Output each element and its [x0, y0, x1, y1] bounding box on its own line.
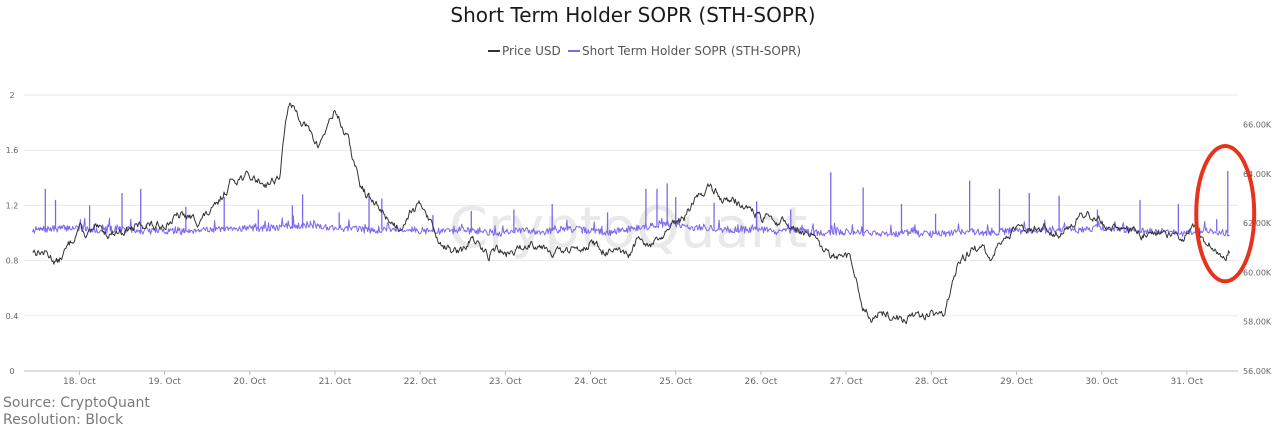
y-left-tick-label: 2 [9, 91, 14, 100]
x-tick-label: 23. Oct [489, 377, 522, 387]
footer-resolution: Resolution: Block [3, 412, 124, 428]
x-tick-label: 24. Oct [574, 377, 607, 387]
x-tick-label: 27. Oct [830, 377, 863, 387]
footer-source: Source: CryptoQuant [3, 395, 150, 411]
y-right-tick-label: 64.00K [1243, 170, 1272, 179]
legend: Price USD Short Term Holder SOPR (STH-SOP… [488, 44, 801, 58]
series-group [32, 102, 1230, 325]
x-tick-label: 29. Oct [1000, 377, 1033, 387]
legend-label: Short Term Holder SOPR (STH-SOPR) [582, 44, 801, 58]
y-left-tick-label: 0 [9, 367, 14, 376]
y-left-tick-label: 0.8 [6, 257, 19, 266]
grid-lines [24, 94, 1238, 372]
annotation-group [1194, 144, 1257, 284]
y-right-tick-label: 60.00K [1243, 268, 1272, 277]
y-right-tick-label: 58.00K [1243, 318, 1272, 327]
x-tick-label: 30. Oct [1085, 377, 1118, 387]
y-right-tick-label: 66.00K [1243, 121, 1272, 130]
x-axis: 18. Oct 19. Oct 20. Oct 21. Oct 22. Oct 23. O… [63, 371, 1204, 387]
y-left-tick-label: 1.2 [6, 201, 19, 210]
x-tick-label: 20. Oct [233, 377, 266, 387]
y-left-tick-label: 1.6 [6, 146, 19, 155]
series-line-price-usd [32, 102, 1230, 325]
y-axis-right: 56.00K 58.00K 60.00K 62.00K 64.00K 66.00K [1243, 121, 1272, 376]
chart-title: Short Term Holder SOPR (STH-SOPR) [450, 3, 815, 27]
legend-label: Price USD [502, 44, 561, 58]
highlight-ellipse [1194, 144, 1257, 284]
x-tick-label: 26. Oct [745, 377, 778, 387]
y-left-tick-label: 0.4 [6, 312, 19, 321]
x-tick-label: 18. Oct [63, 377, 96, 387]
x-tick-label: 31. Oct [1171, 377, 1204, 387]
x-tick-label: 25. Oct [659, 377, 692, 387]
y-axis-left: 0 0.4 0.8 1.2 1.6 2 [6, 91, 19, 376]
x-tick-label: 28. Oct [915, 377, 948, 387]
x-tick-label: 22. Oct [404, 377, 437, 387]
x-tick-label: 21. Oct [319, 377, 352, 387]
y-right-tick-label: 62.00K [1243, 219, 1272, 228]
y-right-tick-label: 56.00K [1243, 367, 1272, 376]
x-tick-label: 19. Oct [148, 377, 181, 387]
